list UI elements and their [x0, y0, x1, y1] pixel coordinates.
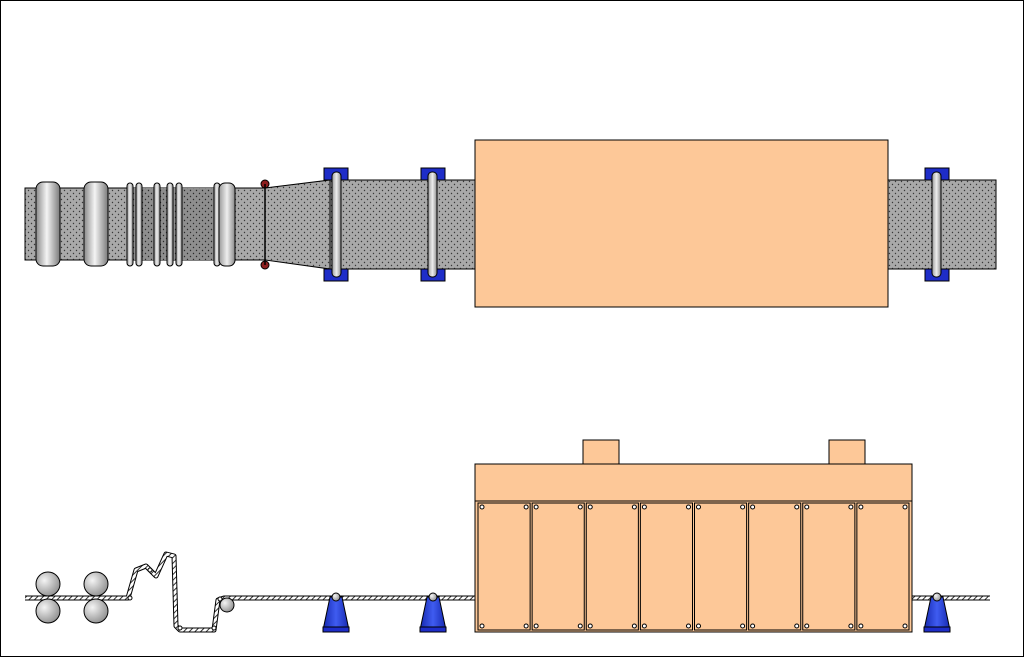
loop-guides [127, 567, 223, 631]
oven-panel [531, 502, 585, 631]
oven-panel [748, 502, 802, 631]
support-clamp-plan-1 [323, 167, 349, 282]
pinch-roll-plan-2 [83, 181, 109, 267]
panel-bolt [902, 623, 908, 629]
oven-panel [694, 502, 748, 631]
guide-ring-2 [135, 182, 143, 267]
panel-bolt [858, 623, 864, 629]
elevation-view [25, 439, 990, 633]
guide-roller [219, 597, 235, 613]
panel-bolt [587, 623, 593, 629]
panel-bolt [696, 504, 701, 510]
panel-bolt [577, 504, 583, 510]
panel-bolt [587, 504, 593, 510]
oven-panel [585, 502, 639, 631]
panel-bolt [740, 504, 746, 510]
pinch-rolls-elevation [35, 571, 109, 624]
panel-bolt [686, 504, 691, 510]
panel-bolt [533, 623, 539, 629]
panel-bolt [804, 504, 810, 510]
guide-ring-7 [218, 182, 236, 267]
panel-bolt [848, 504, 854, 510]
oven-plan [474, 139, 889, 308]
guide-ring-1 [126, 182, 134, 267]
panel-bolt [631, 623, 637, 629]
edge-sensor [260, 179, 270, 270]
panel-bolt [794, 504, 800, 510]
oven-panel [639, 502, 693, 631]
panel-bolt [533, 504, 539, 510]
support-2 [419, 592, 447, 633]
guide-ring-4 [166, 182, 174, 267]
pinch-roll-plan-1 [35, 181, 61, 267]
panel-bolt [740, 623, 746, 629]
strip-plan-right [887, 179, 997, 270]
panel-bolt [479, 504, 485, 510]
panel-bolt [750, 623, 756, 629]
panel-bolt [577, 623, 583, 629]
strip-plan-middle [329, 179, 477, 270]
panel-bolt [641, 504, 647, 510]
panel-bolt [641, 623, 647, 629]
panel-bolt [523, 623, 529, 629]
support-clamp-plan-3 [924, 167, 950, 282]
panel-bolt [523, 504, 529, 510]
support-3 [923, 592, 951, 633]
guide-ring-3 [153, 182, 161, 267]
guide-ring-5 [175, 182, 183, 267]
panel-bolt [750, 504, 756, 510]
support-1 [322, 592, 350, 633]
oven-panel [802, 502, 856, 631]
panel-bolt [902, 504, 908, 510]
support-clamp-plan-2 [420, 167, 446, 282]
panel-bolt [696, 623, 701, 629]
oven-chimney-left [582, 439, 620, 465]
oven-chimney-right [828, 439, 866, 465]
panel-bolt [479, 623, 485, 629]
plan-view [24, 139, 997, 308]
oven-roof [474, 463, 913, 502]
panel-bolt [848, 623, 854, 629]
panel-bolt [804, 623, 810, 629]
panel-bolt [858, 504, 864, 510]
panel-bolt [794, 623, 800, 629]
oven-panels [477, 502, 910, 631]
oven-elevation [474, 439, 913, 633]
oven-panel [477, 502, 531, 631]
oven-panel [856, 502, 910, 631]
strip-plan-taper [264, 179, 331, 270]
panel-bolt [686, 623, 691, 629]
panel-bolt [631, 504, 637, 510]
